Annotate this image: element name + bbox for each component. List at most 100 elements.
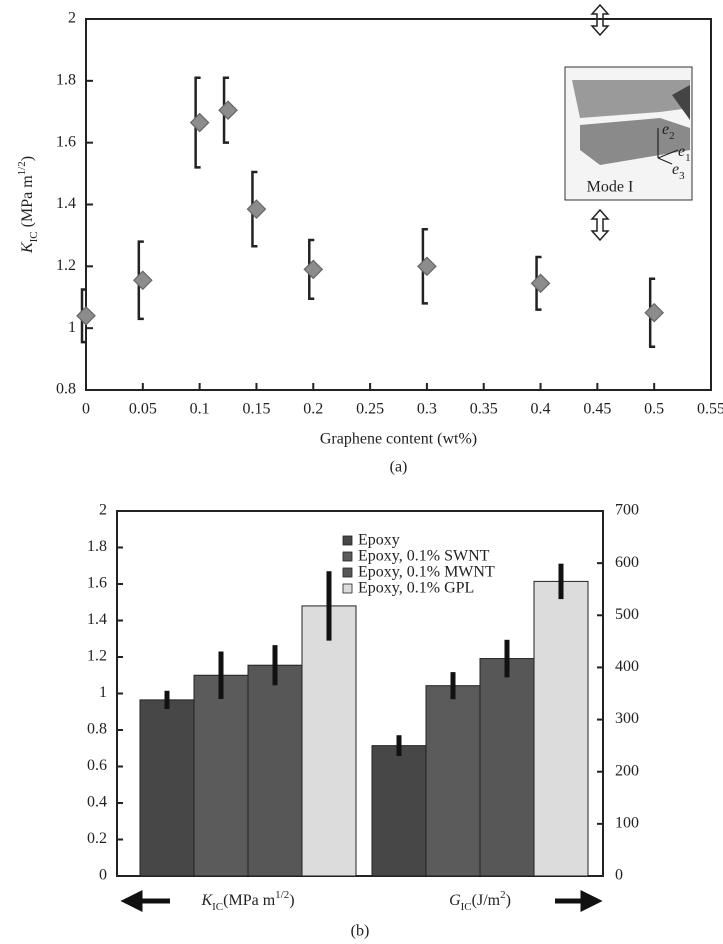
y-tick-label: 0.4: [87, 794, 107, 811]
category-label-part: G: [449, 892, 461, 909]
x-tick-label: 0.05: [129, 401, 157, 418]
y-axis-label-part: ): [19, 156, 36, 161]
category-label-part: 1/2: [275, 889, 289, 901]
inset-axis-label-part: e: [678, 143, 685, 160]
category-label: GIC(J/m2): [449, 889, 511, 913]
y-tick-label: 1.4: [87, 611, 107, 628]
bar: [193, 674, 249, 877]
y-axis-label-part: 1/2: [16, 161, 28, 175]
x-tick-label: 0.25: [356, 401, 384, 418]
category-label-part: (J/m: [472, 892, 501, 909]
specimen: [580, 118, 690, 165]
legend-label: Epoxy, 0.1% MWNT: [358, 564, 495, 581]
inset-axis-label: e3: [672, 161, 685, 182]
x-tick-label: 0.2: [303, 401, 323, 418]
legend-swatch: [342, 583, 353, 594]
y-tick-label: 1.8: [56, 72, 76, 89]
y2-tick-label: 500: [615, 606, 639, 623]
inset-axis-label-part: e: [662, 121, 669, 138]
inset-axis-label-part: 2: [669, 130, 675, 142]
data-point: [530, 273, 551, 294]
y-axis-label-part: K: [19, 241, 36, 254]
category-label: KIC(MPa m1/2): [200, 889, 294, 913]
bar: [139, 699, 195, 877]
y-tick-label: 2: [68, 10, 76, 27]
inset-axis-label: e1: [678, 143, 691, 164]
y2-tick-label: 700: [615, 502, 639, 519]
arrow: [555, 889, 603, 913]
y-tick-label: 1.4: [56, 195, 76, 212]
category-label-part: IC: [461, 901, 472, 913]
data-point: [303, 259, 324, 280]
y-tick-label: 1: [99, 684, 107, 701]
legend-label: Epoxy: [358, 532, 400, 549]
bar: [425, 685, 481, 877]
x-tick-label: 0.5: [644, 401, 664, 418]
y-tick-label: 0.2: [87, 830, 107, 847]
inset-axis-label: e2: [662, 121, 675, 142]
x-tick-label: 0.1: [190, 401, 210, 418]
y-tick-label: 0: [99, 867, 107, 884]
inset-axis-label-part: 3: [679, 170, 685, 182]
category-label-part: 2: [500, 889, 506, 901]
data-point: [417, 256, 437, 277]
data-point: [246, 199, 267, 219]
x-tick-label: 0.4: [531, 401, 551, 418]
category-label-part: (MPa m: [223, 892, 276, 909]
legend-label: Epoxy, 0.1% GPL: [358, 580, 474, 597]
x-axis-label: Graphene content (wt%): [320, 431, 477, 448]
bar: [371, 745, 427, 877]
data-point: [218, 100, 238, 121]
y-tick-label: 1.6: [87, 575, 107, 592]
y-tick-label: 0.8: [87, 721, 107, 738]
x-tick-label: 0.55: [697, 401, 723, 418]
x-tick-label: 0.45: [583, 401, 611, 418]
arrow: [120, 889, 170, 913]
x-tick-label: 0: [82, 401, 90, 418]
y2-tick-label: 200: [615, 762, 639, 779]
inset-axes: [657, 128, 679, 165]
arrow: [590, 208, 610, 242]
y-tick-label: 1.2: [87, 648, 107, 665]
y2-tick-label: 100: [615, 815, 639, 832]
y-tick-label: 1.6: [56, 133, 76, 150]
specimen: [572, 80, 690, 118]
data-point: [189, 112, 210, 133]
inset: [564, 3, 693, 242]
caption: (b): [351, 923, 370, 940]
y2-tick-label: 600: [615, 554, 639, 571]
bar: [479, 658, 535, 877]
category-label-part: ): [506, 892, 511, 909]
category-label-part: K: [200, 892, 213, 909]
x-tick-label: 0.15: [242, 401, 270, 418]
y-axis-label: KIC (MPa m1/2): [16, 156, 40, 254]
y-tick-label: 1: [68, 319, 76, 336]
y-axis-label-part: (MPa m: [19, 175, 36, 232]
y-tick-label: 1.2: [56, 257, 76, 274]
y-tick-label: 0.6: [87, 757, 107, 774]
legend-swatch: [342, 535, 353, 546]
y-axis-label-part: IC: [28, 231, 40, 242]
y2-tick-label: 0: [615, 867, 623, 884]
y2-tick-label: 400: [615, 658, 639, 675]
caption: (a): [390, 459, 408, 476]
data-point: [132, 270, 153, 291]
legend-swatch: [342, 551, 353, 562]
x-tick-label: 0.3: [417, 401, 437, 418]
x-tick-label: 0.35: [470, 401, 498, 418]
data-point: [76, 305, 96, 326]
category-label-part: IC: [212, 901, 223, 913]
y-tick-label: 1.8: [87, 538, 107, 555]
y-tick-label: 2: [99, 502, 107, 519]
y2-tick-label: 300: [615, 710, 639, 727]
legend-label: Epoxy, 0.1% SWNT: [358, 548, 490, 565]
bar: [301, 605, 357, 877]
inset-axis-label-part: e: [672, 161, 679, 178]
bar: [247, 664, 303, 877]
crack-tip: [672, 85, 690, 120]
category-label-part: ): [289, 892, 294, 909]
data-point: [644, 302, 665, 323]
legend-swatch: [342, 567, 353, 578]
inset-label: Mode I: [587, 179, 634, 196]
